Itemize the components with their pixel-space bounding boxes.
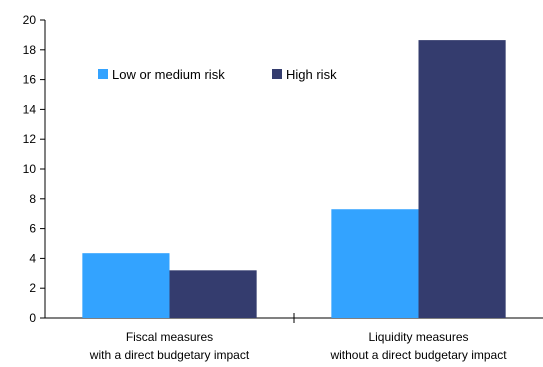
bars <box>82 40 506 319</box>
y-tick-label: 12 <box>23 132 37 146</box>
y-tick-label: 6 <box>29 222 36 236</box>
y-tick-label: 16 <box>23 73 37 87</box>
legend-label: Low or medium risk <box>112 67 225 82</box>
x-axis: Fiscal measures with a direct budgetary i… <box>45 313 543 362</box>
legend: Low or medium risk High risk <box>98 67 337 82</box>
category-label-line2: without a direct budgetary impact <box>329 348 507 362</box>
legend-swatch <box>98 69 108 79</box>
y-tick-label: 2 <box>29 281 36 295</box>
bar <box>331 209 419 318</box>
y-tick-label: 14 <box>23 102 37 116</box>
y-tick-label: 8 <box>29 192 36 206</box>
category-label-line2: with a direct budgetary impact <box>89 348 250 362</box>
y-tick-label: 4 <box>29 251 36 265</box>
y-tick-label: 10 <box>23 162 37 176</box>
y-tick-label: 0 <box>29 311 36 325</box>
legend-swatch <box>272 69 282 79</box>
bar <box>418 40 506 319</box>
y-tick-label: 20 <box>23 13 37 27</box>
legend-label: High risk <box>286 67 337 82</box>
category-label-line1: Fiscal measures <box>126 330 213 344</box>
category-label-line1: Liquidity measures <box>368 330 468 344</box>
y-tick-label: 18 <box>23 43 37 57</box>
bar <box>169 270 257 318</box>
bar <box>82 253 170 318</box>
y-axis: 0 2 4 6 8 10 12 14 16 18 20 <box>23 13 46 325</box>
